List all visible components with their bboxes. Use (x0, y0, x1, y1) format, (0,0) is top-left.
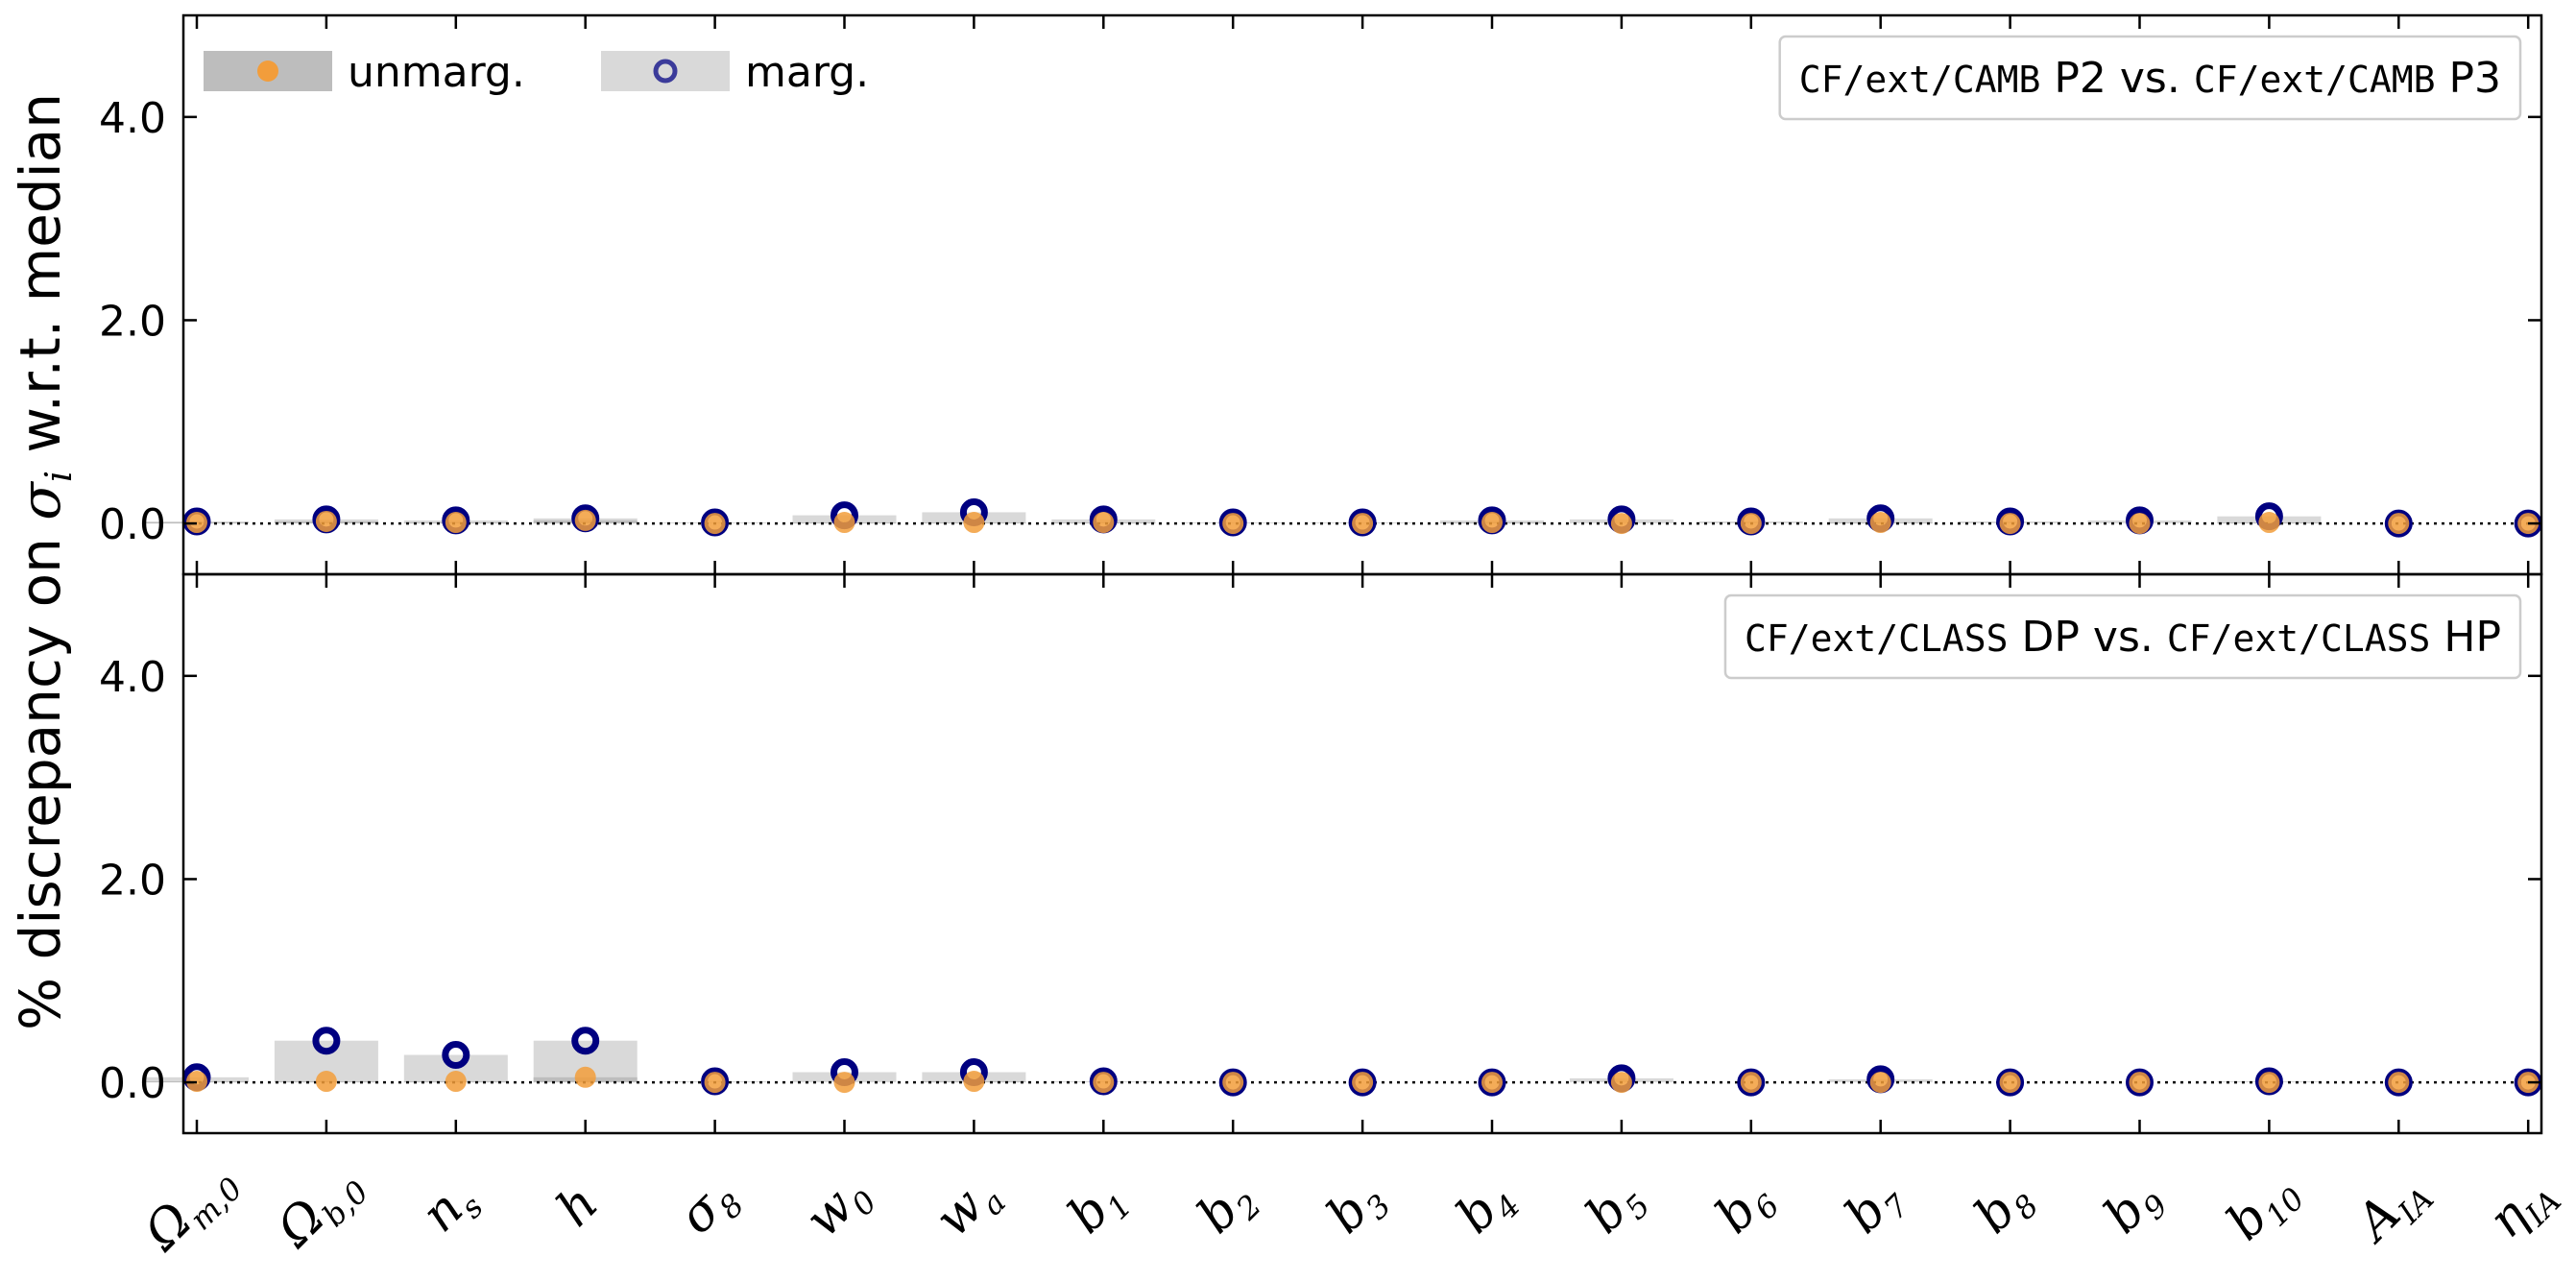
unmarg-point-b4 (1481, 512, 1503, 534)
legend-marg-swatch (601, 51, 730, 91)
unmarg-point-ns (445, 512, 467, 534)
annotation-text-1: P2 vs. (2040, 54, 2193, 103)
panels: 0.0 2.0 4.0 CF/ext/CAMB P2 vs. CF/ext/CAMB … (99, 13, 2543, 1135)
y-axis-label: % discrepancy on σi w.r.t. median (8, 93, 80, 1030)
unmarg-point-b10 (2258, 1072, 2280, 1094)
marg-point-ns (442, 1041, 470, 1070)
unmarg-point-ns (445, 1071, 467, 1093)
unmarg-point-b1 (1093, 1072, 1115, 1094)
legend-unmarg-marker (257, 60, 278, 82)
y-tick-label: 2.0 (99, 856, 166, 905)
unmarg-point-w0 (833, 512, 855, 534)
annotation-text-2: P3 (2435, 54, 2501, 103)
unmarg-point-Ob0 (315, 510, 337, 532)
panel-frame (181, 572, 2543, 1135)
legend-unmarg-label: unmarg. (348, 48, 525, 97)
annotation-box (1723, 593, 2522, 680)
unmarg-point-b2 (1222, 513, 1244, 535)
unmarg-point-b1 (1093, 512, 1115, 534)
unmarg-point-b7 (1869, 512, 1891, 534)
panel-2: 0.0 2.0 4.0 CF/ext/CLASS DP vs. CF/ext/CLAS… (99, 572, 2543, 1135)
unmarg-point-s8 (704, 1072, 726, 1094)
annotation-code-2: CF/ext/CAMB (2194, 59, 2436, 101)
panel-annotation: CF/ext/CAMB P2 vs. CF/ext/CAMB P3 (1778, 35, 2522, 121)
y-axis-label-post: w.r.t. median (8, 93, 73, 471)
legend-marg-label: marg. (745, 48, 869, 97)
unmarg-point-b9 (2129, 1072, 2151, 1094)
annotation-code-1: CF/ext/CAMB (1799, 59, 2041, 101)
unmarg-point-b6 (1740, 1072, 1762, 1094)
unmarg-point-b7 (1869, 1072, 1891, 1094)
y-axis-label-pre: % discrepancy on (8, 520, 73, 1030)
unmarg-point-b5 (1610, 1072, 1632, 1094)
annotation-text: CF/ext/CAMB P2 vs. CF/ext/CAMB P3 (1799, 54, 2501, 103)
annotation-text-2: HP (2430, 613, 2501, 662)
unmarg-point-b6 (1740, 513, 1762, 535)
legend-marg-marker (653, 59, 678, 84)
panel-annotation: CF/ext/CLASS DP vs. CF/ext/CLASS HP (1723, 593, 2522, 680)
unmarg-point-b8 (1999, 513, 2021, 535)
unmarg-point-b3 (1352, 513, 1374, 535)
annotation-code-1: CF/ext/CLASS (1745, 617, 2009, 660)
y-axis-label-sub: i (37, 471, 80, 482)
annotation-code-2: CF/ext/CLASS (2167, 617, 2431, 660)
unmarg-point-AIA (2388, 513, 2410, 535)
unmarg-point-b8 (1999, 1072, 2021, 1094)
unmarg-point-Ob0 (315, 1071, 337, 1093)
annotation-text-1: DP vs. (2009, 613, 2167, 662)
unmarg-point-h (574, 1066, 596, 1088)
y-tick-label: 4.0 (99, 653, 166, 702)
unmarg-point-b2 (1222, 1072, 1244, 1094)
y-tick-label: 0.0 (99, 500, 166, 549)
marg-point-h (571, 1027, 600, 1055)
unmarg-point-w0 (833, 1072, 855, 1094)
unmarg-point-b4 (1481, 1072, 1503, 1094)
annotation-box (1778, 35, 2522, 121)
annotation-text: CF/ext/CLASS DP vs. CF/ext/CLASS HP (1745, 613, 2501, 662)
y-tick-label: 0.0 (99, 1059, 166, 1108)
unmarg-point-b10 (2258, 512, 2280, 534)
unmarg-point-b9 (2129, 513, 2151, 535)
marg-point-Ob0 (312, 1027, 341, 1055)
y-axis-label-sigma: σ (8, 481, 73, 520)
unmarg-point-b3 (1352, 1072, 1374, 1094)
y-tick-label: 4.0 (99, 94, 166, 143)
unmarg-point-s8 (704, 513, 726, 535)
legend: unmarg. marg. (204, 48, 869, 97)
unmarg-point-wa (963, 512, 985, 534)
unmarg-point-AIA (2388, 1072, 2410, 1094)
y-tick-label: 2.0 (99, 297, 166, 346)
unmarg-point-h (574, 509, 596, 531)
unmarg-point-wa (963, 1071, 985, 1093)
unmarg-point-b5 (1610, 513, 1632, 535)
